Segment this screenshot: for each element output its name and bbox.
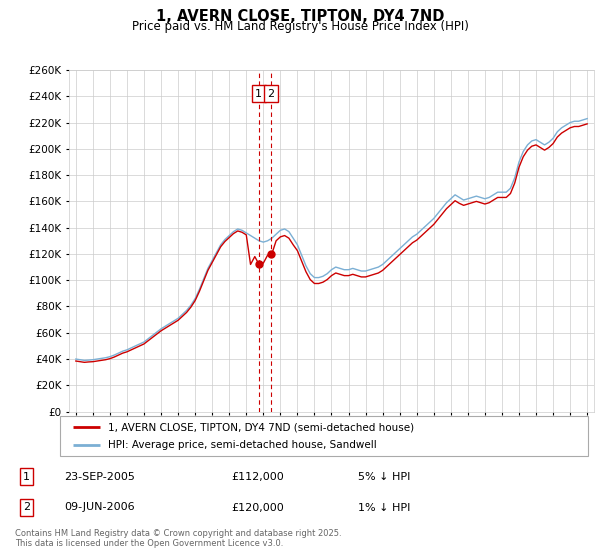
Text: 1, AVERN CLOSE, TIPTON, DY4 7ND (semi-detached house): 1, AVERN CLOSE, TIPTON, DY4 7ND (semi-de… [107, 422, 413, 432]
Text: £120,000: £120,000 [231, 502, 284, 512]
Text: 5% ↓ HPI: 5% ↓ HPI [358, 472, 410, 482]
Text: 23-SEP-2005: 23-SEP-2005 [64, 472, 135, 482]
Text: 1% ↓ HPI: 1% ↓ HPI [358, 502, 410, 512]
Text: £112,000: £112,000 [231, 472, 284, 482]
Text: HPI: Average price, semi-detached house, Sandwell: HPI: Average price, semi-detached house,… [107, 440, 376, 450]
Text: 1: 1 [23, 472, 30, 482]
Text: Price paid vs. HM Land Registry's House Price Index (HPI): Price paid vs. HM Land Registry's House … [131, 20, 469, 33]
Text: Contains HM Land Registry data © Crown copyright and database right 2025.
This d: Contains HM Land Registry data © Crown c… [15, 529, 341, 548]
Text: 2: 2 [267, 88, 274, 99]
Text: 1: 1 [255, 88, 262, 99]
Text: 2: 2 [23, 502, 30, 512]
Text: 09-JUN-2006: 09-JUN-2006 [64, 502, 134, 512]
Text: 1, AVERN CLOSE, TIPTON, DY4 7ND: 1, AVERN CLOSE, TIPTON, DY4 7ND [156, 9, 444, 24]
